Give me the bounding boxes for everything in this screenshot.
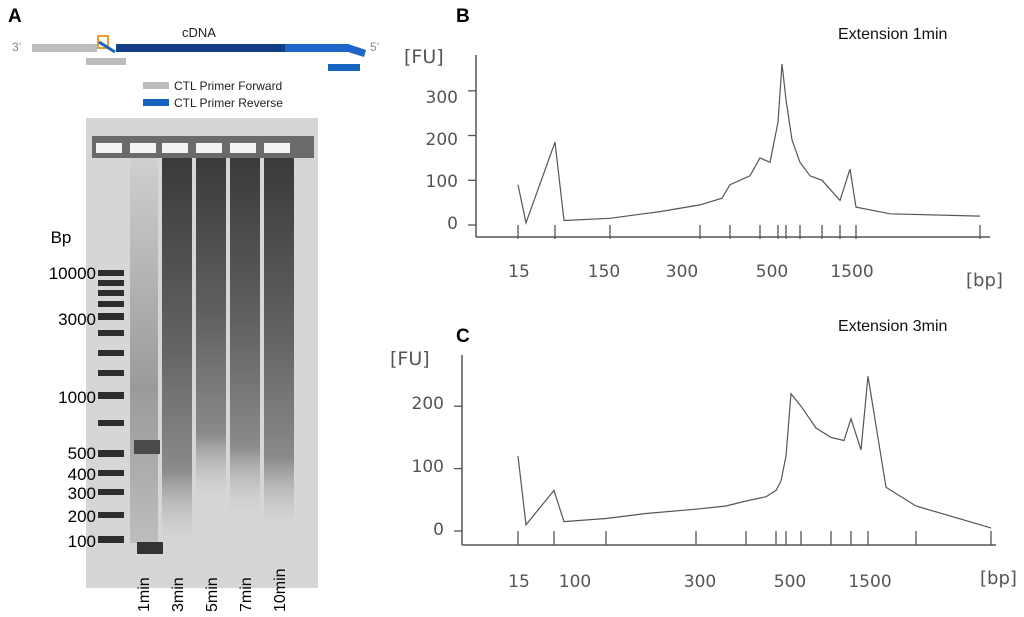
ladder-band xyxy=(98,512,124,518)
lane-label: 5min xyxy=(204,577,221,612)
marker-label: 1000 xyxy=(58,388,96,407)
lane-7min-smear xyxy=(230,158,260,518)
ladder-band xyxy=(98,350,124,356)
chart-b-xlabel: [bp] xyxy=(966,270,1003,291)
lane-label: 1min xyxy=(136,577,153,612)
chart-b-xtick: 1500 xyxy=(830,262,874,282)
ladder-band xyxy=(98,370,124,376)
gel-bp-title: Bp xyxy=(50,228,72,247)
chart-b-ytick: 0 xyxy=(447,214,458,234)
legend-forward-label: CTL Primer Forward xyxy=(174,79,283,93)
marker-label: 400 xyxy=(67,465,96,484)
chart-c-ytick: 200 xyxy=(411,394,444,414)
chart-c-xtick: 1500 xyxy=(848,572,892,592)
chart-c-ylabel: [FU] xyxy=(390,348,430,370)
well-1min xyxy=(130,143,156,153)
cdna-label: cDNA xyxy=(182,25,216,40)
well-7min xyxy=(230,143,256,153)
chart-c-trace xyxy=(517,376,992,529)
well-3min xyxy=(162,143,188,153)
gel-image xyxy=(86,118,318,588)
well-ladder xyxy=(96,143,122,153)
ladder-band xyxy=(98,489,124,495)
ladder-band xyxy=(98,330,124,336)
lane-5min-smear xyxy=(196,158,226,503)
chart-c-xtick: 100 xyxy=(558,572,592,592)
chart-c-ytick: 0 xyxy=(433,520,444,540)
legend-forward-swatch xyxy=(143,82,169,89)
template-switch-icon xyxy=(97,35,109,49)
panel-label-c: C xyxy=(456,326,470,347)
lane-3min-smear xyxy=(162,158,192,548)
chart-b-ticks xyxy=(468,90,981,239)
chart-c-title: Extension 3min xyxy=(838,318,948,335)
ladder-band xyxy=(98,280,124,286)
chart-c-xtick: 300 xyxy=(683,572,717,592)
panel-label-b: B xyxy=(456,6,470,27)
chart-b-ytick: 300 xyxy=(425,88,458,108)
lane-1min-band xyxy=(134,440,160,454)
lane-1min-smear xyxy=(130,158,158,543)
lane-10min-smear xyxy=(264,158,294,533)
panel-label-a: A xyxy=(8,6,22,27)
well-5min xyxy=(196,143,222,153)
chart-b-ytick: 200 xyxy=(425,130,458,150)
lane-1min-primer-band xyxy=(137,542,163,554)
legend-reverse-label: CTL Primer Reverse xyxy=(174,96,283,110)
ladder-bands xyxy=(98,270,124,543)
chart-b-xtick: 15 xyxy=(508,262,530,282)
legend-reverse-swatch xyxy=(143,99,169,106)
chart-c-xtick: 500 xyxy=(773,572,807,592)
cdna-schematic xyxy=(32,35,366,106)
ladder-band xyxy=(98,313,124,320)
ladder-band xyxy=(98,290,124,296)
chart-c-ticks xyxy=(454,405,992,545)
chart-c-xtick: 15 xyxy=(508,572,530,592)
ladder-band xyxy=(98,270,124,276)
ladder-band xyxy=(98,420,124,426)
chart-b-xtick: 300 xyxy=(665,262,699,282)
marker-label: 200 xyxy=(67,507,96,526)
well-10min xyxy=(264,143,290,153)
chart-c xyxy=(454,355,996,546)
chart-c-xlabel: [bp] xyxy=(980,568,1017,589)
chart-b-xtick: 500 xyxy=(755,262,789,282)
forward-primer-bar xyxy=(86,58,126,65)
lane-label: 7min xyxy=(238,577,255,612)
ladder-band xyxy=(98,536,124,543)
ladder-band xyxy=(98,450,124,457)
lane-label: 3min xyxy=(170,577,187,612)
label-5prime: 5’ xyxy=(370,40,380,54)
junction-marker xyxy=(98,40,116,54)
cdna-strand-light xyxy=(285,44,349,52)
forward-strand-segment xyxy=(32,44,97,52)
chart-b-title: Extension 1min xyxy=(838,26,948,43)
cdna-strand-dark xyxy=(116,44,286,52)
reverse-primer-bar xyxy=(328,64,360,71)
chart-c-ytick: 100 xyxy=(411,457,444,477)
ladder-band xyxy=(98,301,124,307)
cdna-strand-end xyxy=(348,44,366,57)
lane-label: 10min xyxy=(272,568,289,612)
marker-label: 300 xyxy=(67,484,96,503)
ladder-band xyxy=(98,392,124,399)
chart-b-ytick: 100 xyxy=(425,172,458,192)
marker-label: 10000 xyxy=(48,264,96,283)
marker-label: 500 xyxy=(67,444,96,463)
chart-b-trace xyxy=(517,63,981,225)
chart-b-xtick: 150 xyxy=(587,262,621,282)
chart-b-ylabel: [FU] xyxy=(404,46,444,68)
marker-label: 100 xyxy=(67,532,96,551)
chart-b xyxy=(468,55,990,239)
label-3prime: 3’ xyxy=(12,40,22,54)
ladder-band xyxy=(98,470,124,476)
marker-label: 3000 xyxy=(58,310,96,329)
